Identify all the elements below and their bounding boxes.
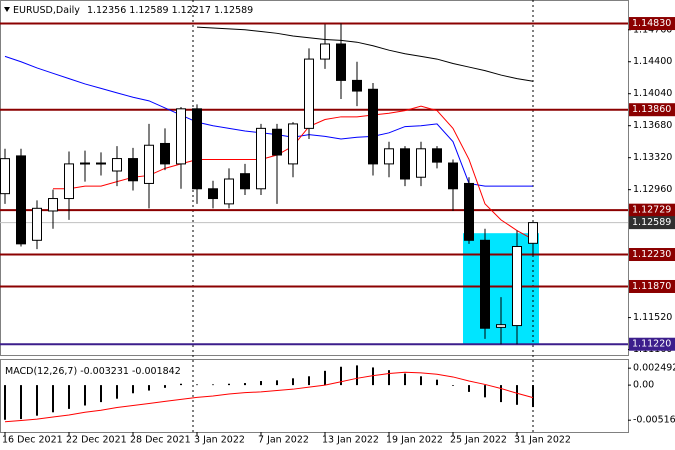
candle-body bbox=[272, 128, 282, 156]
level-label: 1.11220 bbox=[632, 339, 671, 350]
candle-body bbox=[16, 155, 26, 245]
candle-body bbox=[480, 239, 490, 329]
y-tick-label: 1.14400 bbox=[633, 56, 672, 67]
price-label-box bbox=[629, 216, 675, 230]
candle-body bbox=[304, 58, 314, 129]
candle-body bbox=[96, 162, 106, 165]
x-tick-label: 25 Jan 2022 bbox=[450, 435, 507, 446]
level-label: 1.12729 bbox=[632, 205, 671, 216]
macd-title: MACD(12,26,7) bbox=[5, 366, 77, 377]
y-tick-label: 0.002492 bbox=[633, 363, 675, 374]
x-tick-label: 28 Dec 2021 bbox=[130, 435, 191, 446]
candle-body bbox=[208, 188, 218, 200]
candle-body bbox=[432, 148, 442, 163]
candle-body bbox=[336, 43, 346, 81]
candle-body bbox=[256, 127, 266, 190]
macd-header: MACD(12,26,7) -0.003231 -0.001842 bbox=[5, 366, 181, 377]
candle-body bbox=[224, 178, 234, 205]
x-tick-label: 22 Dec 2021 bbox=[66, 435, 127, 446]
candle-body bbox=[512, 246, 522, 327]
close-value: 1.12589 bbox=[214, 5, 253, 16]
indicator-line bbox=[196, 26, 534, 82]
y-tick-label: 1.11520 bbox=[633, 312, 672, 323]
candle-body bbox=[144, 144, 154, 184]
x-tick-label: 3 Jan 2022 bbox=[194, 435, 245, 446]
candle-body bbox=[128, 158, 138, 182]
x-tick-label: 7 Jan 2022 bbox=[258, 435, 309, 446]
candle-body bbox=[32, 207, 42, 241]
candle-body bbox=[80, 162, 90, 165]
candle-body bbox=[0, 158, 10, 195]
y-tick-label: 1.12960 bbox=[633, 184, 672, 195]
x-tick-label: 19 Jan 2022 bbox=[386, 435, 443, 446]
candle-body bbox=[496, 324, 506, 328]
indicator-line bbox=[4, 55, 533, 187]
candle-body bbox=[400, 148, 410, 180]
level-label-box bbox=[629, 279, 675, 293]
level-label: 1.13860 bbox=[632, 104, 671, 115]
candle-body bbox=[368, 88, 378, 165]
candle-body bbox=[320, 43, 330, 60]
candle-body bbox=[48, 198, 58, 212]
candle-body bbox=[64, 163, 74, 200]
candle-body bbox=[528, 222, 538, 244]
y-tick-label: 1.13680 bbox=[633, 120, 672, 131]
high-value: 1.12589 bbox=[129, 5, 168, 16]
y-tick-label: 1.14040 bbox=[633, 88, 672, 99]
level-label-box bbox=[629, 248, 675, 262]
level-label-box bbox=[629, 203, 675, 217]
x-tick-label: 31 Jan 2022 bbox=[514, 435, 571, 446]
level-label: 1.14830 bbox=[632, 18, 671, 29]
header: EURUSD,Daily 1.12356 1.12589 1.12217 1.1… bbox=[13, 5, 253, 16]
low-value: 1.12217 bbox=[172, 5, 211, 16]
candle-body bbox=[112, 158, 122, 172]
level-label: 1.11870 bbox=[632, 281, 671, 292]
level-label-box bbox=[629, 103, 675, 117]
y-tick-label: -0.005163 bbox=[633, 415, 675, 426]
signal-value: -0.001842 bbox=[132, 366, 181, 377]
candle-body bbox=[352, 79, 362, 92]
candle-body bbox=[464, 182, 474, 241]
x-tick-label: 16 Dec 2021 bbox=[2, 435, 63, 446]
level-label-box bbox=[629, 17, 675, 31]
candle-body bbox=[384, 148, 394, 165]
candle-body bbox=[160, 142, 170, 165]
symbol: EURUSD,Daily bbox=[13, 5, 80, 16]
candle-body bbox=[416, 148, 426, 178]
collapse-icon bbox=[4, 7, 10, 12]
y-tick-label: 0.00 bbox=[633, 380, 654, 391]
candle-body bbox=[448, 162, 458, 190]
open-value: 1.12356 bbox=[87, 5, 126, 16]
y-tick-label: 1.13320 bbox=[633, 152, 672, 163]
level-label-box bbox=[629, 337, 675, 351]
candle-body bbox=[176, 108, 186, 165]
candle-body bbox=[288, 123, 298, 165]
signal-line bbox=[4, 371, 534, 423]
candle-body bbox=[240, 173, 250, 190]
macd-frame bbox=[0, 359, 629, 433]
macd-value: -0.003231 bbox=[80, 366, 129, 377]
level-label: 1.12230 bbox=[632, 249, 671, 260]
candle-body bbox=[192, 108, 202, 190]
price-label: 1.12589 bbox=[632, 217, 671, 228]
x-tick-label: 13 Jan 2022 bbox=[322, 435, 379, 446]
